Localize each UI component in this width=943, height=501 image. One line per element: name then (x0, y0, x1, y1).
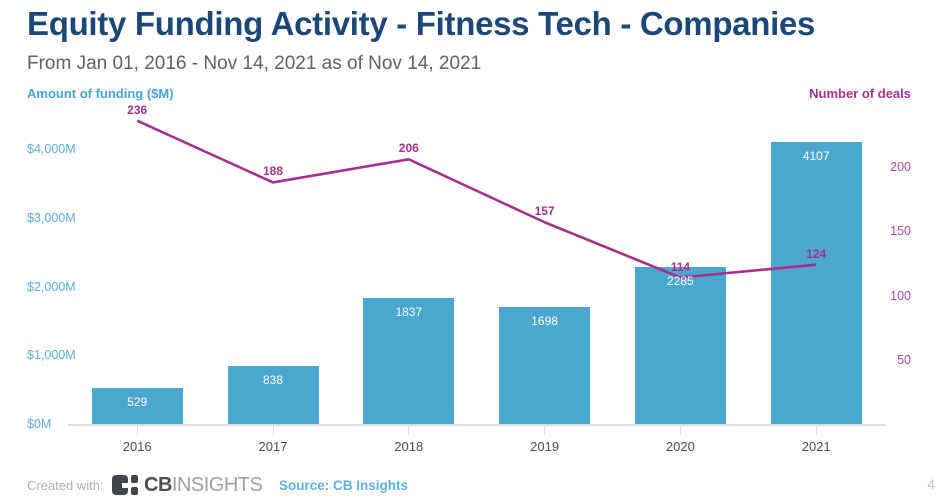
bar-value-label: 2285 (667, 273, 694, 288)
funding-bar (634, 266, 726, 424)
x-axis-line (68, 424, 886, 426)
line-value-label: 206 (398, 141, 419, 156)
logo-square-bottom (131, 487, 138, 495)
logo-c-notch (122, 483, 128, 488)
x-axis-tickmark (272, 426, 274, 435)
x-axis-tickmark (815, 426, 817, 435)
funding-bar (363, 297, 455, 424)
x-axis-tickmark (408, 426, 410, 435)
bar-value-label: 1837 (395, 304, 423, 319)
bar-value-label: 4107 (802, 148, 830, 163)
x-axis-category-label: 2017 (258, 439, 288, 454)
x-axis-category-label: 2018 (394, 439, 424, 454)
left-axis-tick: $1,000M (27, 348, 76, 363)
funding-bar (227, 366, 319, 424)
source-label: Source: CB Insights (279, 478, 409, 493)
x-axis-tickmark (136, 426, 138, 435)
line-value-label: 124 (806, 246, 827, 261)
right-axis-tick: 150 (890, 224, 911, 239)
line-value-label: 188 (262, 164, 284, 179)
left-axis-tick: $4,000M (27, 142, 76, 156)
logo-text-cb: CB (144, 473, 172, 496)
x-axis-tickmark (679, 426, 681, 435)
x-axis-tickmark (544, 426, 546, 435)
x-axis-category-label: 2020 (665, 439, 695, 454)
funding-bar (770, 141, 862, 424)
x-axis-category-label: 2021 (801, 439, 831, 454)
left-axis-tick: $3,000M (27, 210, 76, 225)
line-value-label: 236 (127, 102, 148, 117)
bar-value-label: 838 (262, 373, 284, 388)
right-axis-tick: 50 (897, 352, 911, 367)
logo-square-top (131, 475, 138, 483)
funding-bar (91, 387, 183, 424)
right-axis-tick: 200 (890, 160, 911, 174)
line-value-label: 114 (670, 259, 691, 274)
left-axis-tick: $0M (27, 417, 52, 431)
deals-line (136, 119, 817, 279)
created-with-label: Created with: (27, 478, 104, 493)
right-axis-tick: 100 (890, 288, 911, 303)
line-value-label: 157 (534, 204, 555, 219)
left-axis-title: Amount of funding ($M) (27, 86, 174, 101)
page-title: Equity Funding Activity - Fitness Tech -… (27, 5, 816, 42)
right-axis-title: Number of deals (809, 86, 911, 101)
x-axis-category-label: 2016 (122, 439, 152, 454)
left-axis-tick: $2,000M (27, 279, 76, 294)
bar-value-label: 1698 (531, 314, 558, 329)
cbinsights-logo-icon (112, 475, 138, 495)
x-axis-category-label: 2019 (530, 439, 560, 454)
cbinsights-logo: CB INSIGHTS (112, 473, 263, 496)
bar-value-label: 529 (127, 394, 148, 409)
logo-text-insights: INSIGHTS (171, 473, 263, 496)
funding-bar (499, 307, 591, 424)
page-number: 4 (927, 476, 935, 492)
logo-c-block (112, 475, 128, 495)
date-range-subtitle: From Jan 01, 2016 - Nov 14, 2021 as of N… (27, 53, 482, 74)
